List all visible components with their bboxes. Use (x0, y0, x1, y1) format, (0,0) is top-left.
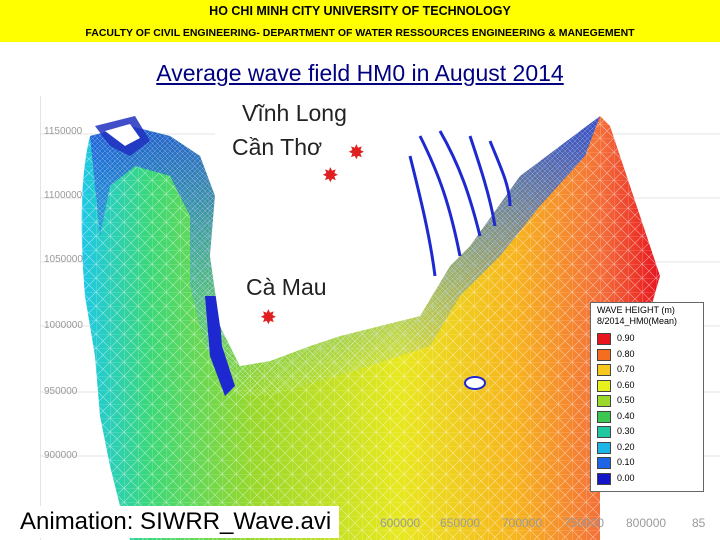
wave-field-map (40, 96, 720, 540)
x-tick: 700000 (502, 516, 543, 530)
legend-row: 0.50 (597, 395, 697, 407)
legend-title: WAVE HEIGHT (m) (597, 305, 675, 315)
x-tick: 650000 (440, 516, 481, 530)
star-marker: ✸ (322, 165, 339, 187)
y-tick: 900000 (44, 450, 78, 461)
legend-row: 0.30 (597, 426, 697, 438)
city-label-ca-mau: Cà Mau (246, 274, 327, 300)
wave-height-legend: WAVE HEIGHT (m) 8/2014_HM0(Mean) 0.90 0.8… (590, 302, 704, 492)
legend-swatch (597, 348, 611, 361)
island (464, 376, 486, 390)
y-tick: 1100000 (44, 190, 83, 201)
legend-row: 0.90 (597, 333, 697, 345)
legend-value: 0.80 (617, 348, 635, 359)
legend-row: 0.10 (597, 457, 697, 469)
legend-swatch (597, 395, 611, 407)
legend-row: 0.20 (597, 441, 697, 454)
star-marker: ✸ (348, 142, 365, 164)
legend-value: 0.90 (617, 333, 635, 343)
legend-swatch (597, 364, 611, 376)
legend-swatch (597, 426, 611, 438)
legend-value: 0.10 (617, 457, 635, 467)
land-area (210, 116, 600, 366)
legend-subtitle: 8/2014_HM0(Mean) (597, 316, 678, 326)
x-tick: 600000 (380, 516, 421, 530)
x-tick: 750000 (564, 516, 605, 530)
y-tick: 950000 (44, 386, 78, 397)
legend-swatch (597, 441, 611, 454)
legend-value: 0.50 (617, 395, 635, 405)
slide-title: Average wave field HM0 in August 2014 (156, 60, 564, 86)
legend-swatch (597, 379, 611, 392)
legend-value: 0.40 (617, 410, 635, 421)
legend-value: 0.60 (617, 379, 635, 390)
y-tick: 1150000 (44, 126, 83, 137)
y-tick: 1000000 (44, 320, 83, 331)
x-tick: 800000 (626, 516, 667, 530)
legend-value: 0.30 (617, 426, 635, 436)
legend-swatch (597, 457, 611, 469)
city-label-can-tho: Cần Thơ (230, 134, 325, 161)
y-tick: 1050000 (44, 254, 83, 265)
header-banner: HO CHI MINH CITY UNIVERSITY OF TECHNOLOG… (0, 0, 720, 42)
legend-value: 0.20 (617, 441, 635, 452)
x-tick: 85 (692, 516, 706, 530)
legend-row: 0.00 (597, 472, 697, 485)
legend-value: 0.70 (617, 364, 635, 374)
legend-swatch (597, 333, 611, 345)
city-label-vinh-long: Vĩnh Long (240, 100, 349, 127)
legend-swatch (597, 472, 611, 485)
star-marker: ✸ (260, 307, 277, 329)
legend-row: 0.70 (597, 364, 697, 376)
mekong-branches (408, 130, 512, 277)
west-channel (205, 296, 235, 396)
university-name: HO CHI MINH CITY UNIVERSITY OF TECHNOLOG… (209, 4, 511, 18)
legend-swatch (597, 410, 611, 423)
animation-caption: Animation: SIWRR_Wave.avi (12, 506, 340, 538)
faculty-name: FACULTY OF CIVIL ENGINEERING- DEPARTMENT… (85, 27, 635, 39)
legend-value: 0.00 (617, 472, 635, 483)
legend-row: 0.40 (597, 410, 697, 423)
legend-row: 0.60 (597, 379, 697, 392)
legend-row: 0.80 (597, 348, 697, 361)
